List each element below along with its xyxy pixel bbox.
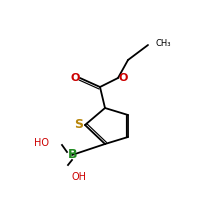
Text: S: S xyxy=(74,118,84,132)
Text: OH: OH xyxy=(72,172,87,182)
Text: O: O xyxy=(118,73,128,83)
Text: B: B xyxy=(68,148,78,162)
Text: HO: HO xyxy=(34,138,49,148)
Text: CH₃: CH₃ xyxy=(155,38,170,47)
Text: O: O xyxy=(70,73,80,83)
